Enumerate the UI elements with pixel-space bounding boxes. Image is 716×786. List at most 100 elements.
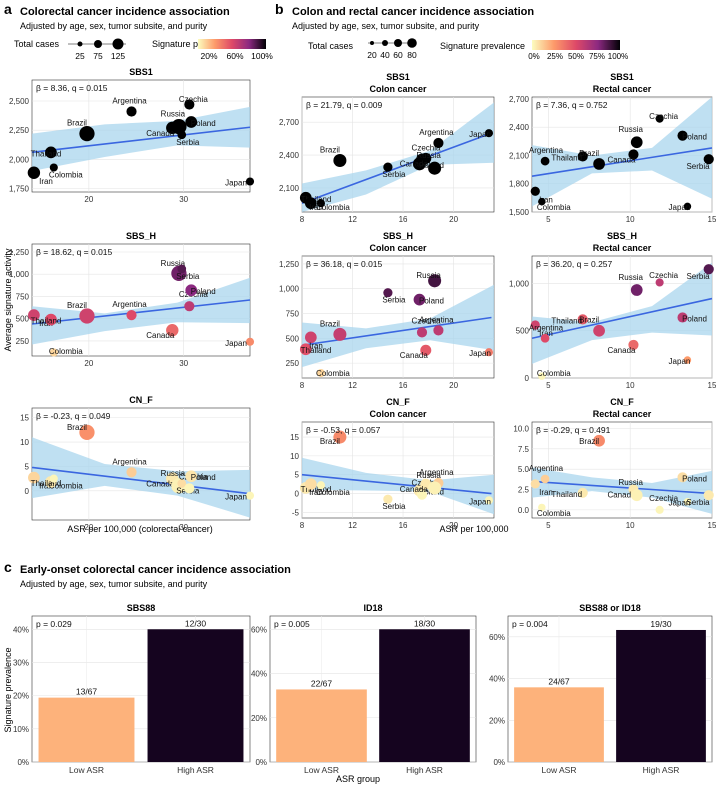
legend-a: Total cases 25 75 125 Signature prevalen… [14,38,273,61]
section-a-ylabel: Average signature activity [3,248,13,351]
point-label: Argentina [112,457,147,466]
legend-b-color-title: Signature prevalence [440,41,525,51]
x-tick-label: 20 [449,521,458,530]
point-label: Canada [400,159,429,168]
point-label: Iran [309,203,323,212]
x-tick-label: High ASR [643,765,680,775]
legend-a-colorbar [198,39,266,49]
panel-strip-title: CN_F [610,397,634,407]
panel-strip-title: SBS1 [129,67,153,77]
data-point [530,186,540,196]
data-point [628,149,639,160]
data-point [655,505,664,514]
point-label: Russia [619,478,644,487]
point-label: Czechia [649,494,678,503]
legend-a-size-label: 125 [111,51,125,61]
point-label: Brazil [67,423,87,432]
bar-label: 22/67 [311,678,333,688]
y-tick-label: 750 [16,292,30,301]
y-tick-label: 40% [13,625,29,634]
point-label: Colombia [537,509,571,518]
x-tick-label: 20 [84,195,93,204]
section-c-subtitle: Adjusted by age, sex, tumor subsite, and… [20,579,208,589]
point-label: Czechia [649,271,678,280]
x-tick-label: 8 [300,521,305,530]
legend-b-size-dot [370,41,374,45]
data-point [383,288,393,298]
point-label: Serbia [686,498,710,507]
data-point [677,312,688,323]
data-point [333,430,347,444]
point-label: Poland [191,119,216,128]
point-label: Argentina [529,323,564,332]
point-label: Canada [607,491,636,500]
point-label: Russia [161,259,186,268]
x-tick-label: 16 [399,521,408,530]
panel-strip-title: SBS1 [386,72,410,82]
legend-b-size-label: 80 [407,50,417,60]
data-point [49,348,58,357]
regression-line [301,473,492,495]
point-label: Thailand [31,149,62,158]
point-label: Czechia [179,95,208,104]
y-tick-label: -5 [292,508,300,517]
stats-annotation: β = 8.36, q = 0.015 [36,83,108,93]
legend-a-size-dot [112,38,124,50]
bar [38,697,135,762]
point-label: Poland [191,287,216,296]
bar [616,629,706,762]
data-point [185,116,198,128]
data-point [630,136,643,149]
point-label: Serbia [686,272,710,281]
point-label: Argentina [529,464,564,473]
data-point [577,314,588,325]
data-point [655,278,664,287]
x-tick-label: 15 [708,521,716,530]
point-label: Serbia [686,162,710,171]
data-point [177,479,187,488]
data-point [304,331,317,344]
point-label: Thailand [301,346,332,355]
point-label: Canada [400,351,429,360]
x-tick-label: 10 [626,521,635,530]
panel-strip-title: SBS88 [127,603,156,613]
point-label: Japan [469,130,491,139]
y-tick-label: 1,250 [279,260,300,269]
point-label: Czechia [412,316,441,325]
y-tick-label: 2,700 [279,118,300,127]
data-point [433,325,444,336]
point-label: Iran [539,195,553,204]
x-tick-label: Low ASR [542,765,577,775]
regression-line [31,299,251,325]
point-label: Serbia [382,502,406,511]
x-tick-label: 5 [546,215,551,224]
y-tick-label: 500 [286,334,300,343]
panel-strip-title: SBS88 or ID18 [579,603,641,613]
data-point [593,158,605,170]
data-point [484,348,494,357]
point-label: Russia [416,271,441,280]
y-tick-label: 2,400 [279,151,300,160]
legend-b-colorbar [532,40,620,50]
data-point [630,284,643,296]
legend-b-color-tick: 25% [547,52,563,61]
confidence-band [32,277,250,345]
y-tick-label: 500 [516,327,530,336]
point-label: Colombia [49,482,83,491]
y-tick-label: 2.5 [518,486,530,495]
point-label: Japan [669,357,691,366]
data-point [540,333,550,343]
section-a-subtitle: Adjusted by age, sex, tumor subsite, and… [20,21,208,31]
data-point [49,163,58,172]
panel-a-sbsh: SBS_H 250 500 750 1,000 1,250 20 30 IranThailand… [9,231,255,368]
point-label: Brazil [320,146,340,155]
y-tick-label: 0% [17,758,29,767]
section-b-title: Colon and rectal cancer incidence associ… [292,6,534,18]
data-point [166,324,179,337]
legend-a-color-title: Signature prevalence [152,39,237,49]
data-point [416,327,428,338]
regression-line [31,466,251,495]
data-point [383,494,393,504]
point-label: Thailand [301,195,332,204]
